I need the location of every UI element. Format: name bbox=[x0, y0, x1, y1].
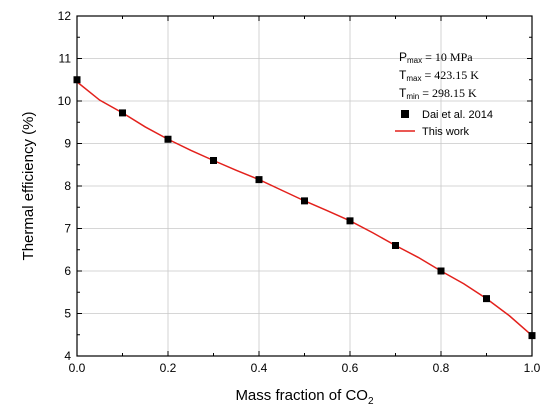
legend: Dai et al. 2014 This work bbox=[395, 109, 493, 138]
legend-marker-dai-2014 bbox=[401, 110, 409, 118]
annotation-line: Tmax = 423.15 K bbox=[399, 68, 479, 83]
y-axis-title: Thermal efficiency (%) bbox=[20, 112, 37, 261]
grid bbox=[76, 15, 533, 357]
data-point-dai-2014 bbox=[255, 176, 263, 184]
data-point-dai-2014 bbox=[210, 157, 217, 164]
x-axis-title: Mass fraction of CO2 bbox=[235, 387, 374, 407]
annotation-subscript: max bbox=[407, 56, 422, 65]
legend-label: Dai et al. 2014 bbox=[422, 109, 493, 121]
y-tick-label: 11 bbox=[59, 52, 72, 66]
x-tick-label: 0.2 bbox=[160, 361, 177, 375]
series-layer bbox=[73, 76, 536, 340]
annotation-symbol: T bbox=[399, 68, 407, 82]
annotation-value: = 10 MPa bbox=[425, 50, 473, 64]
data-point-dai-2014 bbox=[301, 197, 308, 205]
y-tick-label: 5 bbox=[64, 307, 71, 321]
y-tick-label: 12 bbox=[58, 9, 72, 23]
y-tick-label: 8 bbox=[64, 179, 71, 193]
annotation-value: = 298.15 K bbox=[422, 86, 477, 100]
x-tick-label: 0.6 bbox=[342, 361, 359, 375]
x-tick-label: 0.4 bbox=[251, 361, 268, 375]
annotation-value: = 423.15 K bbox=[424, 68, 479, 82]
y-tick-label: 7 bbox=[64, 222, 71, 236]
data-point-dai-2014 bbox=[528, 332, 536, 340]
data-point-dai-2014 bbox=[483, 295, 490, 303]
data-point-dai-2014 bbox=[346, 217, 354, 225]
y-tick-label: 4 bbox=[64, 349, 71, 363]
annotation-symbol: T bbox=[399, 86, 407, 100]
annotation-subscript: min bbox=[406, 92, 419, 101]
x-tick-label: 0.8 bbox=[433, 361, 450, 375]
y-tick-label: 10 bbox=[58, 94, 72, 108]
x-axis-title-subscript: 2 bbox=[368, 396, 374, 407]
legend-label: This work bbox=[422, 126, 470, 138]
y-tick-label: 6 bbox=[64, 264, 71, 278]
x-tick-label: 0.0 bbox=[69, 361, 86, 375]
data-point-dai-2014 bbox=[119, 109, 126, 117]
annotation-line: Pmax = 10 MPa bbox=[399, 50, 473, 65]
x-axis-title-main: Mass fraction of CO bbox=[235, 387, 368, 404]
data-point-dai-2014 bbox=[392, 242, 399, 249]
data-point-dai-2014 bbox=[164, 135, 172, 143]
annotation-symbol: P bbox=[399, 50, 407, 64]
axis-ticks: 0.0 0.2 0.4 0.6 0.8 1.0 4 5 6 7 8 9 10 11 12 bbox=[58, 9, 541, 375]
data-point-dai-2014 bbox=[437, 267, 445, 275]
annotation-line: Tmin = 298.15 K bbox=[399, 86, 477, 101]
x-tick-label: 1.0 bbox=[524, 361, 541, 375]
y-tick-label: 9 bbox=[64, 137, 71, 151]
data-point-dai-2014 bbox=[73, 76, 81, 84]
annotation-subscript: max bbox=[406, 74, 421, 83]
